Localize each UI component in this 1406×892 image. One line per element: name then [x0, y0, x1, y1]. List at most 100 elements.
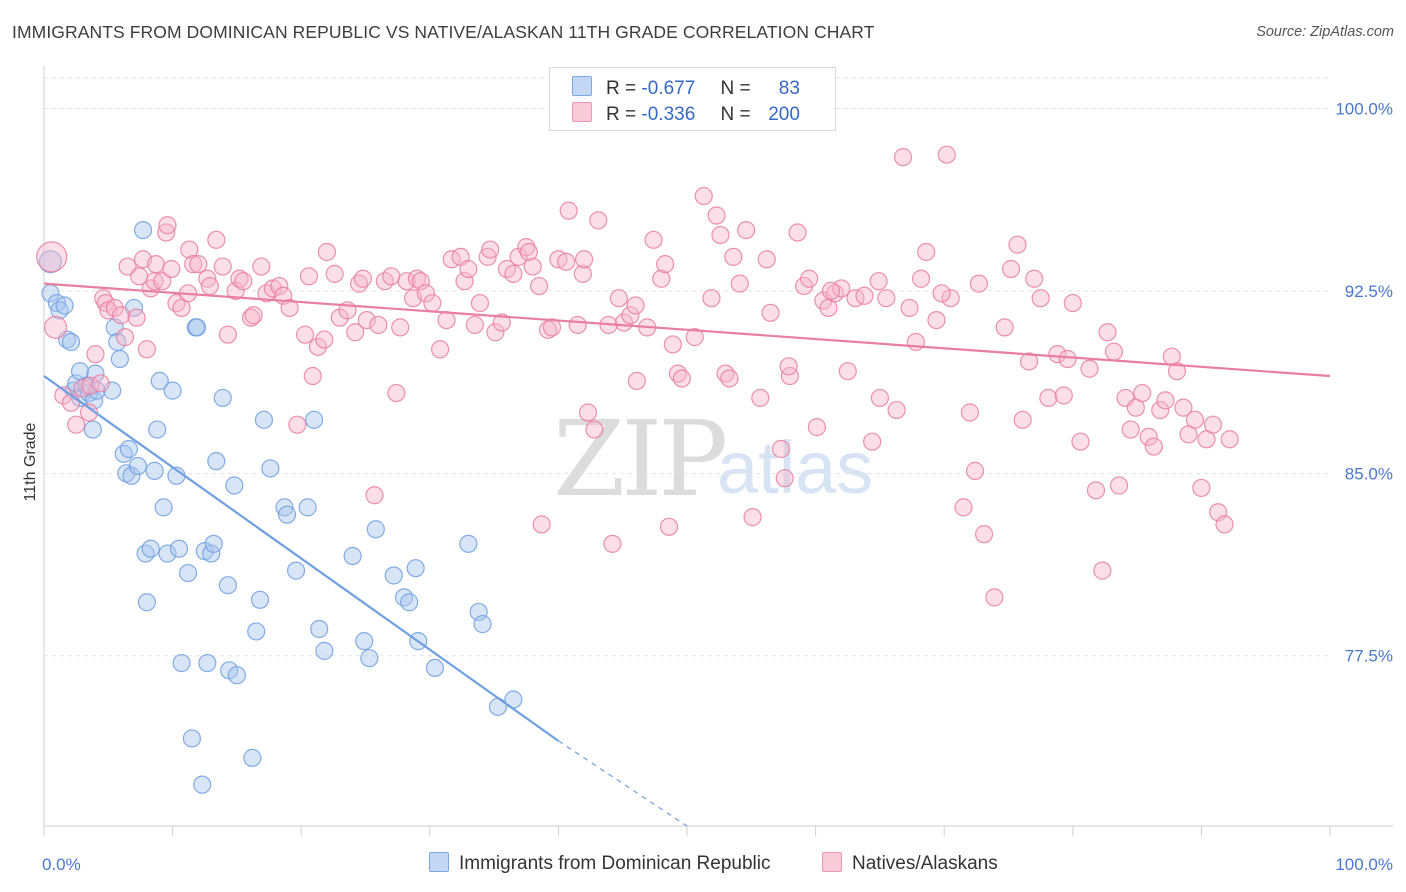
point-native — [1013, 410, 1032, 429]
point-native — [1019, 352, 1039, 371]
point-dominican — [277, 505, 297, 524]
point-native — [995, 318, 1014, 337]
y-tick-label: 92.5% — [1345, 282, 1393, 301]
legend-row-blue: R = -0.677 N = 83 — [572, 76, 800, 100]
point-native — [788, 223, 807, 242]
trend-line-extension-dominican — [558, 740, 688, 827]
point-dominican — [384, 566, 403, 585]
point-native — [730, 274, 749, 293]
point-native — [1008, 235, 1027, 254]
point-native — [504, 264, 523, 283]
y-tick-label: 85.0% — [1345, 464, 1393, 483]
point-native — [387, 383, 406, 403]
point-native — [509, 247, 528, 266]
point-dominican — [145, 461, 164, 480]
point-native — [308, 337, 328, 356]
point-native — [1025, 269, 1044, 288]
point-native — [1080, 359, 1099, 378]
point-native — [737, 220, 756, 240]
point-dominican — [133, 220, 153, 240]
point-native — [325, 264, 344, 283]
point-native — [353, 269, 373, 288]
legend-n-label-pink: N = — [720, 104, 751, 125]
point-dominican — [310, 619, 329, 639]
point-dominican — [163, 381, 182, 400]
point-native — [821, 281, 841, 301]
point-native — [659, 517, 679, 536]
point-native — [1058, 349, 1077, 369]
point-dominican — [394, 588, 414, 607]
point-native — [96, 293, 115, 313]
point-native — [724, 247, 743, 266]
point-native — [523, 257, 542, 276]
point-native — [1220, 430, 1239, 449]
point-native — [115, 328, 135, 347]
point-dominican — [343, 546, 362, 566]
point-native — [382, 267, 401, 286]
point-dominican — [148, 420, 167, 439]
point-native — [702, 289, 721, 308]
point-native — [1063, 293, 1082, 313]
point-native — [757, 250, 776, 269]
point-native — [391, 318, 410, 337]
legend-n-value-pink: 200 — [768, 104, 800, 125]
point-native — [241, 308, 261, 327]
point-native — [656, 255, 675, 274]
point-dominican — [150, 371, 169, 390]
point-native — [1109, 476, 1129, 495]
y-tick-label: 77.5% — [1345, 647, 1393, 666]
bottom-legend-pink: Natives/Alaskans — [822, 852, 998, 875]
point-native — [652, 269, 671, 288]
point-native — [761, 303, 780, 322]
point-dominican — [119, 439, 138, 459]
bottom-legend-label-pink: Natives/Alaskans — [852, 853, 998, 874]
point-dominican — [227, 666, 246, 685]
point-dominican — [225, 476, 244, 495]
point-native — [707, 206, 726, 225]
point-native — [303, 366, 322, 386]
point-native — [127, 308, 146, 327]
point-native — [937, 145, 956, 164]
point-native — [218, 325, 237, 344]
legend-swatch-blue — [572, 76, 592, 96]
bottom-legend-swatch-pink — [822, 852, 842, 872]
point-native — [917, 242, 936, 262]
point-native — [180, 240, 199, 259]
point-dominican — [182, 729, 201, 748]
point-native — [1093, 561, 1112, 580]
legend-r-value-blue: -0.677 — [641, 78, 696, 99]
point-native — [465, 315, 484, 335]
point-native — [1203, 415, 1223, 434]
point-native — [357, 310, 376, 330]
point-native — [1104, 342, 1124, 361]
point-dominican — [114, 444, 133, 463]
point-native — [578, 403, 598, 422]
point-native — [1174, 398, 1193, 417]
point-native — [751, 388, 770, 408]
point-native — [315, 330, 334, 349]
point-dominican — [315, 641, 334, 660]
point-native — [1121, 420, 1140, 439]
point-native — [61, 393, 81, 412]
point-native — [1139, 427, 1158, 446]
y-tick-label: 100.0% — [1335, 99, 1393, 118]
point-native — [800, 269, 819, 288]
point-native — [1192, 478, 1211, 498]
point-native — [559, 201, 578, 220]
point-native — [711, 225, 730, 245]
point-native — [932, 284, 951, 303]
point-native — [694, 186, 713, 206]
point-dominican — [193, 775, 212, 794]
point-native — [162, 259, 181, 279]
point-native — [603, 534, 622, 553]
point-dominican — [154, 498, 173, 517]
point-native — [720, 369, 739, 388]
point-native — [893, 148, 913, 167]
point-native — [1133, 383, 1152, 403]
point-native — [575, 250, 594, 269]
point-native — [775, 469, 794, 488]
point-native — [486, 323, 505, 342]
point-native — [1086, 481, 1106, 500]
point-native — [234, 272, 253, 291]
point-native — [459, 259, 478, 279]
